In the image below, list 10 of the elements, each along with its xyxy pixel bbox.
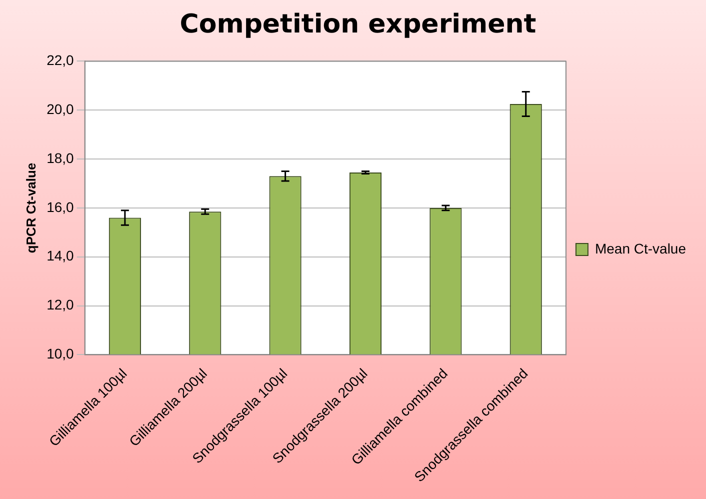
y-axis-title: qPCR Ct-value — [23, 162, 38, 254]
y-tick-label: 12,0 — [46, 296, 74, 313]
y-tick-label: 14,0 — [46, 248, 74, 264]
legend-label: Mean Ct-value — [594, 240, 686, 256]
y-tick-label: 22,0 — [46, 52, 74, 68]
chart-title: Competition experiment — [180, 9, 536, 40]
y-tick-label: 18,0 — [46, 150, 74, 166]
y-tick-label: 10,0 — [46, 346, 74, 362]
y-tick-label: 16,0 — [46, 198, 74, 215]
y-tick-label: 20,0 — [46, 100, 74, 117]
